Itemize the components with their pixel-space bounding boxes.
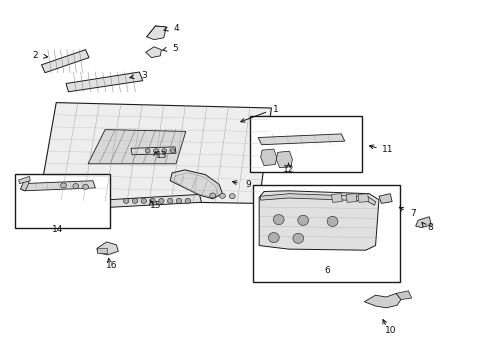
Polygon shape xyxy=(260,194,375,205)
Polygon shape xyxy=(258,134,344,145)
Polygon shape xyxy=(395,291,411,300)
Polygon shape xyxy=(260,149,276,166)
Polygon shape xyxy=(146,26,166,40)
Polygon shape xyxy=(97,248,106,253)
Text: 7: 7 xyxy=(409,209,415,217)
Polygon shape xyxy=(145,47,161,58)
Text: 8: 8 xyxy=(427,223,432,232)
Ellipse shape xyxy=(158,198,163,203)
Polygon shape xyxy=(97,242,118,255)
Text: 15: 15 xyxy=(149,202,161,210)
Text: 12: 12 xyxy=(282,165,294,174)
Polygon shape xyxy=(331,194,342,202)
Polygon shape xyxy=(41,50,89,73)
Text: 14: 14 xyxy=(52,225,63,234)
Ellipse shape xyxy=(184,198,190,203)
Polygon shape xyxy=(66,72,142,92)
Bar xyxy=(250,116,361,172)
Polygon shape xyxy=(415,217,430,228)
Ellipse shape xyxy=(229,194,235,199)
Polygon shape xyxy=(357,194,368,202)
Polygon shape xyxy=(131,147,176,155)
Polygon shape xyxy=(170,170,222,199)
Text: 1: 1 xyxy=(273,105,279,114)
Polygon shape xyxy=(20,181,95,191)
Polygon shape xyxy=(276,151,292,168)
Ellipse shape xyxy=(219,193,225,198)
Ellipse shape xyxy=(268,233,279,243)
Ellipse shape xyxy=(61,183,66,188)
Ellipse shape xyxy=(167,198,173,203)
Text: 13: 13 xyxy=(155,151,167,160)
Polygon shape xyxy=(259,191,378,250)
Text: 2: 2 xyxy=(32,51,38,60)
Ellipse shape xyxy=(82,184,88,189)
Ellipse shape xyxy=(170,149,175,153)
Text: 10: 10 xyxy=(384,326,395,335)
Polygon shape xyxy=(39,103,271,203)
Polygon shape xyxy=(20,180,29,191)
Ellipse shape xyxy=(145,149,150,153)
Bar xyxy=(253,185,399,282)
Ellipse shape xyxy=(162,149,166,153)
Ellipse shape xyxy=(273,215,284,225)
Ellipse shape xyxy=(209,193,215,198)
Text: 9: 9 xyxy=(245,180,251,189)
Polygon shape xyxy=(346,194,356,202)
Ellipse shape xyxy=(73,184,79,189)
Polygon shape xyxy=(364,293,400,308)
Polygon shape xyxy=(19,176,30,184)
Ellipse shape xyxy=(141,198,146,203)
Ellipse shape xyxy=(153,149,158,153)
Ellipse shape xyxy=(149,198,155,203)
Text: 3: 3 xyxy=(141,71,147,80)
Ellipse shape xyxy=(123,198,129,203)
Polygon shape xyxy=(88,130,185,164)
Text: 6: 6 xyxy=(324,266,330,275)
Ellipse shape xyxy=(297,215,308,225)
Polygon shape xyxy=(107,194,201,207)
Ellipse shape xyxy=(132,198,138,203)
Text: 5: 5 xyxy=(172,44,178,53)
Text: 16: 16 xyxy=(105,261,117,270)
Text: 4: 4 xyxy=(173,23,179,32)
Text: 11: 11 xyxy=(381,145,392,154)
Bar xyxy=(15,174,110,228)
Ellipse shape xyxy=(292,233,303,243)
Ellipse shape xyxy=(176,198,182,203)
Ellipse shape xyxy=(326,216,337,226)
Polygon shape xyxy=(378,194,391,203)
